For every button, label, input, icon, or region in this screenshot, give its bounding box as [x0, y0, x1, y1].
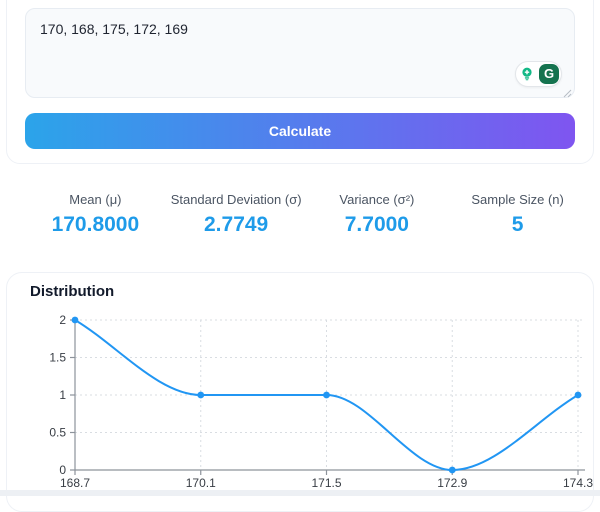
svg-text:2: 2 [59, 313, 66, 327]
stat-variance: Variance (σ²) 7.7000 [307, 192, 448, 237]
stat-mean: Mean (μ) 170.8000 [25, 192, 166, 237]
svg-text:170.1: 170.1 [186, 476, 216, 490]
grammarly-widget[interactable]: G [515, 61, 562, 87]
data-input[interactable]: 170, 168, 175, 172, 169 [26, 9, 574, 97]
stat-samplesize: Sample Size (n) 5 [447, 192, 588, 237]
svg-text:174.3: 174.3 [563, 476, 593, 490]
svg-text:172.9: 172.9 [437, 476, 467, 490]
svg-text:168.7: 168.7 [60, 476, 90, 490]
bottom-strip [0, 490, 600, 496]
svg-text:1.5: 1.5 [49, 351, 66, 365]
stat-variance-value: 7.7000 [344, 213, 409, 236]
stat-samplesize-label: Sample Size (n) [471, 192, 564, 207]
resize-grip-icon[interactable] [562, 85, 572, 98]
stat-stddev-label: Standard Deviation (σ) [170, 192, 302, 207]
stat-variance-label: Variance (σ²) [339, 192, 415, 207]
svg-text:1: 1 [59, 388, 66, 402]
stat-stddev-value: 2.7749 [204, 213, 269, 236]
results-section: Mean (μ) 170.8000 Standard Deviation (σ)… [25, 192, 588, 237]
grammarly-logo-icon[interactable]: G [539, 64, 559, 84]
data-input-container: 170, 168, 175, 172, 169 G [25, 8, 575, 98]
svg-text:0: 0 [59, 463, 66, 477]
distribution-chart: 0 0.5 1 1.5 2 168.7 170.1 171.5 172.9 174.3 [49, 313, 593, 490]
grammarly-suggestion-icon[interactable] [518, 65, 536, 83]
svg-text:171.5: 171.5 [311, 476, 341, 490]
stat-mean-label: Mean (μ) [69, 192, 122, 207]
calculate-button[interactable]: Calculate [25, 113, 575, 149]
svg-text:0.5: 0.5 [49, 426, 66, 440]
chart-title: Distribution [30, 283, 115, 300]
stat-samplesize-value: 5 [511, 213, 524, 236]
stat-stddev: Standard Deviation (σ) 2.7749 [166, 192, 307, 237]
stat-mean-value: 170.8000 [51, 213, 140, 236]
